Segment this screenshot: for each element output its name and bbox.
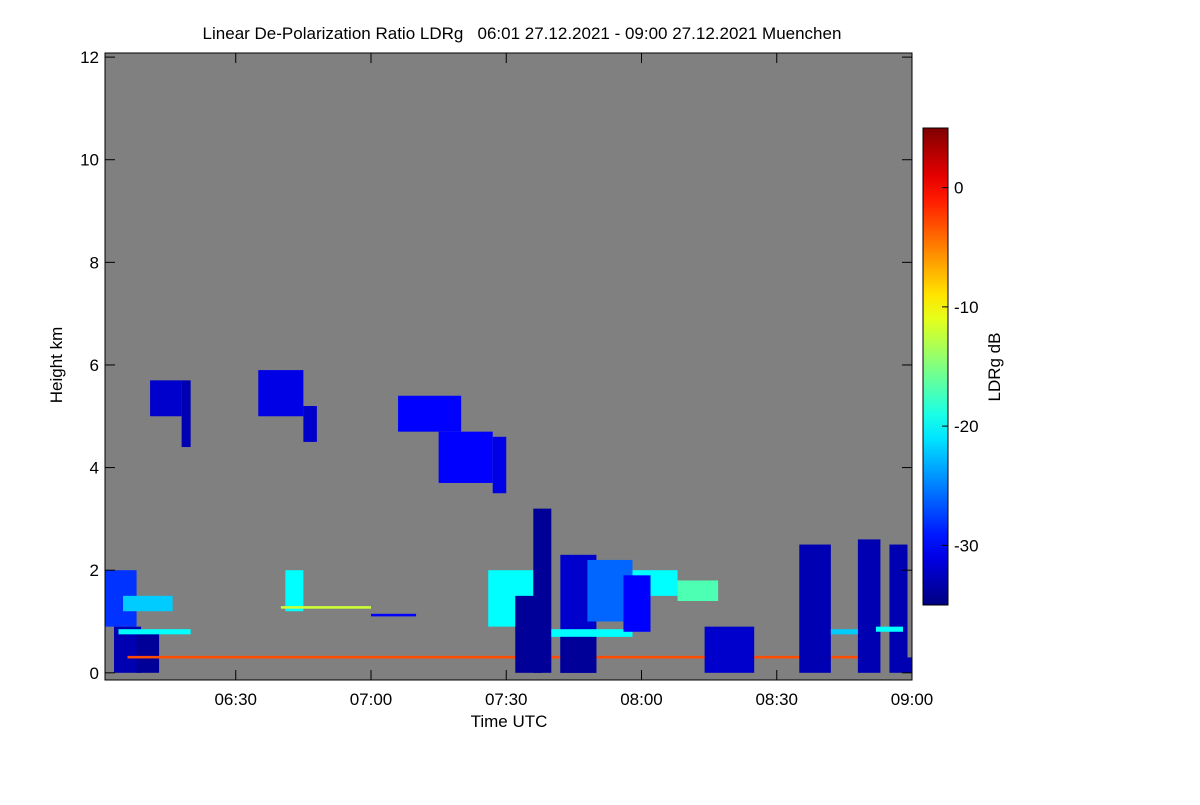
cell: [677, 580, 719, 601]
cell: [303, 406, 317, 442]
colorbar-label: LDRg dB: [985, 333, 1004, 402]
cell: [123, 595, 173, 612]
y-tick-label: 0: [90, 664, 99, 683]
x-tick-label: 07:00: [350, 690, 393, 709]
cell: [623, 575, 651, 632]
colorbar: [922, 127, 949, 606]
plot-frame: [104, 52, 913, 681]
cell: [492, 436, 507, 494]
x-tick-label: 09:00: [891, 690, 934, 709]
cell: [889, 544, 908, 673]
cell: [902, 657, 912, 673]
x-axis-label: Time UTC: [471, 712, 548, 731]
y-axis-label: Height km: [47, 327, 66, 404]
y-tick-label: 2: [90, 561, 99, 580]
chart-title: Linear De-Polarization Ratio LDRg 06:01 …: [203, 24, 842, 43]
cell: [830, 629, 858, 635]
cell: [127, 655, 876, 659]
cell: [398, 395, 462, 432]
cell: [704, 626, 755, 673]
cell: [181, 380, 191, 448]
x-tick-label: 08:30: [755, 690, 798, 709]
cell: [150, 380, 182, 417]
cell: [857, 539, 881, 673]
cell: [875, 626, 903, 632]
cell: [136, 631, 160, 673]
x-tick-label: 08:00: [620, 690, 663, 709]
cell: [118, 629, 191, 635]
cell: [370, 613, 417, 617]
y-tick-label: 6: [90, 356, 99, 375]
cell: [438, 431, 493, 483]
cell: [799, 544, 831, 673]
cell: [533, 508, 552, 673]
x-tick-label: 07:30: [485, 690, 528, 709]
cell: [551, 629, 633, 637]
cell: [280, 606, 371, 609]
cells: [105, 370, 912, 673]
cell: [560, 636, 597, 673]
colorbar-tick-label: -10: [954, 298, 979, 317]
colorbar-tick-label: 0: [954, 179, 963, 198]
cell: [285, 570, 304, 612]
y-tick-label: 4: [90, 459, 99, 478]
y-tick-label: 10: [80, 151, 99, 170]
cell: [258, 370, 304, 417]
x-tick-label: 06:30: [214, 690, 257, 709]
y-tick-label: 8: [90, 253, 99, 272]
y-tick-label: 12: [80, 48, 99, 67]
colorbar-tick-label: -20: [954, 417, 979, 436]
colorbar-tick-label: -30: [954, 536, 979, 555]
